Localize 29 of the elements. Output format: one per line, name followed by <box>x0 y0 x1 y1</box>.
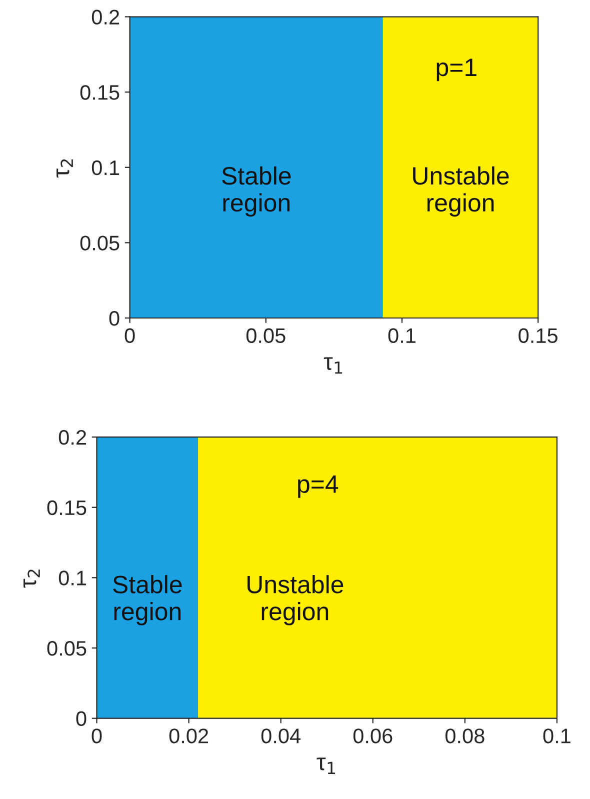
x-tick-label: 0.1 <box>543 728 570 744</box>
series-label: Stable region <box>222 166 291 217</box>
annotation: p=4 <box>298 476 338 498</box>
y-tick-label: 0 <box>109 311 120 326</box>
x-tick-label: 0 <box>124 328 135 344</box>
y-axis-title: τ$_{2}$ <box>56 159 73 178</box>
y-axis-title: τ$_{2}$ <box>24 570 40 588</box>
y-tick-label: 0.05 <box>47 640 86 656</box>
x-tick-label: 0.06 <box>353 728 392 744</box>
series-label: Stable region <box>113 575 182 626</box>
y-tick-label: 0.1 <box>92 160 120 176</box>
y-tick-label: 0.05 <box>80 236 120 250</box>
y-tick-label: 0.1 <box>58 570 86 586</box>
y-tick-label: 0.2 <box>92 10 120 25</box>
x-tick-label: 0.08 <box>445 728 484 744</box>
y-tick-label: 0.15 <box>47 500 86 516</box>
x-tick-label: 0.02 <box>169 728 208 744</box>
x-axis-title: τ$_{1}$ <box>316 758 336 774</box>
series-label: Unstable region <box>248 575 344 626</box>
x-axis-title: τ$_{1}$ <box>324 357 342 374</box>
series-label: Unstable region <box>413 166 509 217</box>
x-tick-label: 0.15 <box>518 328 558 344</box>
x-tick-label: 0.05 <box>246 328 286 344</box>
y-tick-label: 0 <box>76 711 86 726</box>
y-tick-label: 0.15 <box>80 85 120 100</box>
x-tick-label: 0.04 <box>261 728 301 744</box>
annotation: p=1 <box>436 58 476 82</box>
y-tick-label: 0.2 <box>58 430 86 445</box>
x-tick-label: 0.1 <box>388 328 416 344</box>
